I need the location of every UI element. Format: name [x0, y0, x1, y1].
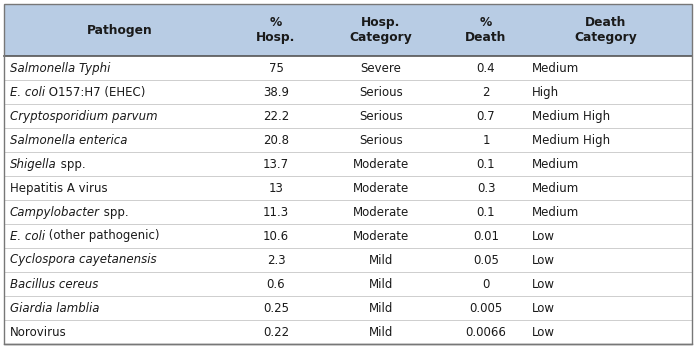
Text: Hepatitis A virus: Hepatitis A virus — [10, 181, 108, 195]
Text: 0.1: 0.1 — [477, 158, 496, 170]
Text: %
Hosp.: % Hosp. — [256, 16, 296, 44]
Text: High: High — [532, 85, 559, 99]
Text: Medium High: Medium High — [532, 110, 610, 122]
Text: 20.8: 20.8 — [263, 134, 289, 146]
Text: Cryptosporidium parvum: Cryptosporidium parvum — [10, 110, 157, 122]
Text: spp.: spp. — [100, 205, 129, 219]
Text: Giardia lamblia: Giardia lamblia — [10, 302, 100, 314]
Text: Cyclospora cayetanensis: Cyclospora cayetanensis — [10, 254, 157, 266]
Text: 0.7: 0.7 — [477, 110, 496, 122]
Text: Moderate: Moderate — [353, 158, 409, 170]
Text: Medium: Medium — [532, 61, 579, 75]
Text: 11.3: 11.3 — [263, 205, 289, 219]
Text: Campylobacter: Campylobacter — [10, 205, 100, 219]
Text: 38.9: 38.9 — [263, 85, 289, 99]
Text: E. coli: E. coli — [10, 229, 45, 243]
Text: spp.: spp. — [57, 158, 86, 170]
Text: Serious: Serious — [359, 134, 403, 146]
Text: Mild: Mild — [369, 278, 393, 290]
Text: 0: 0 — [482, 278, 490, 290]
Text: Norovirus: Norovirus — [10, 325, 67, 339]
Text: 0.22: 0.22 — [263, 325, 289, 339]
Text: 0.3: 0.3 — [477, 181, 496, 195]
Text: Moderate: Moderate — [353, 181, 409, 195]
Text: Low: Low — [532, 229, 555, 243]
Text: Medium High: Medium High — [532, 134, 610, 146]
Text: Salmonella enterica: Salmonella enterica — [10, 134, 127, 146]
Text: 0.1: 0.1 — [477, 205, 496, 219]
Text: Pathogen: Pathogen — [87, 24, 153, 36]
Text: Shigella: Shigella — [10, 158, 57, 170]
Text: O157:H7 (EHEC): O157:H7 (EHEC) — [45, 85, 145, 99]
Text: Mild: Mild — [369, 254, 393, 266]
Text: Medium: Medium — [532, 205, 579, 219]
Text: %
Death: % Death — [466, 16, 507, 44]
Text: 0.6: 0.6 — [267, 278, 285, 290]
Text: Serious: Serious — [359, 110, 403, 122]
Text: 2: 2 — [482, 85, 490, 99]
Text: 0.4: 0.4 — [477, 61, 496, 75]
Text: 0.0066: 0.0066 — [466, 325, 507, 339]
Text: Bacillus cereus: Bacillus cereus — [10, 278, 98, 290]
Text: 0.005: 0.005 — [469, 302, 503, 314]
Text: Moderate: Moderate — [353, 229, 409, 243]
Text: Salmonella Typhi: Salmonella Typhi — [10, 61, 111, 75]
Text: 13.7: 13.7 — [263, 158, 289, 170]
Text: 22.2: 22.2 — [263, 110, 289, 122]
Text: Low: Low — [532, 254, 555, 266]
Text: E. coli: E. coli — [10, 85, 45, 99]
Text: Severe: Severe — [361, 61, 402, 75]
Text: Hosp.
Category: Hosp. Category — [349, 16, 412, 44]
Text: Low: Low — [532, 325, 555, 339]
Text: Mild: Mild — [369, 325, 393, 339]
Text: 0.05: 0.05 — [473, 254, 499, 266]
Text: 10.6: 10.6 — [263, 229, 289, 243]
Text: Medium: Medium — [532, 158, 579, 170]
Text: Low: Low — [532, 278, 555, 290]
Text: (other pathogenic): (other pathogenic) — [45, 229, 159, 243]
Text: Medium: Medium — [532, 181, 579, 195]
Bar — [4, 4, 692, 56]
Text: Mild: Mild — [369, 302, 393, 314]
Text: 13: 13 — [269, 181, 283, 195]
Text: 75: 75 — [269, 61, 283, 75]
Text: 0.25: 0.25 — [263, 302, 289, 314]
Text: Moderate: Moderate — [353, 205, 409, 219]
Text: Serious: Serious — [359, 85, 403, 99]
Text: Low: Low — [532, 302, 555, 314]
Text: 0.01: 0.01 — [473, 229, 499, 243]
Text: 2.3: 2.3 — [267, 254, 285, 266]
Text: 1: 1 — [482, 134, 490, 146]
Text: Death
Category: Death Category — [575, 16, 638, 44]
